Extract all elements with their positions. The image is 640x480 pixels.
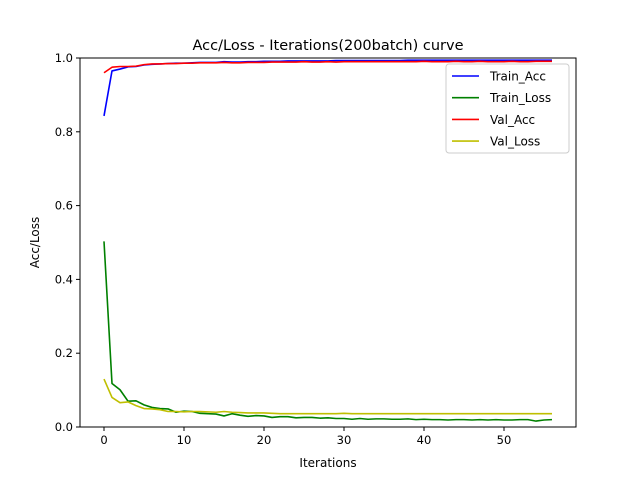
legend: Train_Acc Train_Loss Val_Acc Val_Loss [445, 63, 570, 154]
x-tick-label: 50 [497, 433, 512, 447]
legend-label: Train_Acc [489, 70, 546, 84]
plot-frame [79, 57, 577, 428]
y-axis-ticks: 0.0 0.2 0.4 0.6 0.8 1.0 [55, 51, 80, 434]
legend-label: Train_Loss [489, 91, 551, 105]
y-tick-label: 0.0 [55, 420, 73, 434]
series-layer [103, 59, 553, 422]
x-tick-label: 0 [100, 433, 107, 447]
y-tick-label: 0.2 [55, 346, 73, 360]
legend-label: Val_Loss [490, 135, 540, 149]
x-tick-label: 20 [257, 433, 272, 447]
y-tick-label: 1.0 [55, 51, 73, 65]
legend-label: Val_Acc [490, 113, 535, 127]
x-axis-label: Iterations [299, 456, 356, 470]
x-tick-label: 40 [417, 433, 432, 447]
series-line-val-acc [103, 60, 552, 74]
series-line-val-loss [103, 378, 552, 415]
y-tick-label: 0.6 [55, 199, 73, 213]
y-tick-label: 0.4 [55, 272, 73, 286]
x-axis-ticks: 0 10 20 30 40 50 [100, 427, 511, 447]
legend-box [445, 63, 570, 154]
y-tick-label: 0.8 [55, 125, 73, 139]
y-axis-label: Acc/Loss [28, 217, 42, 269]
x-tick-label: 10 [177, 433, 192, 447]
chart-title: Acc/Loss - Iterations(200batch) curve [193, 38, 464, 54]
x-tick-label: 30 [337, 433, 352, 447]
